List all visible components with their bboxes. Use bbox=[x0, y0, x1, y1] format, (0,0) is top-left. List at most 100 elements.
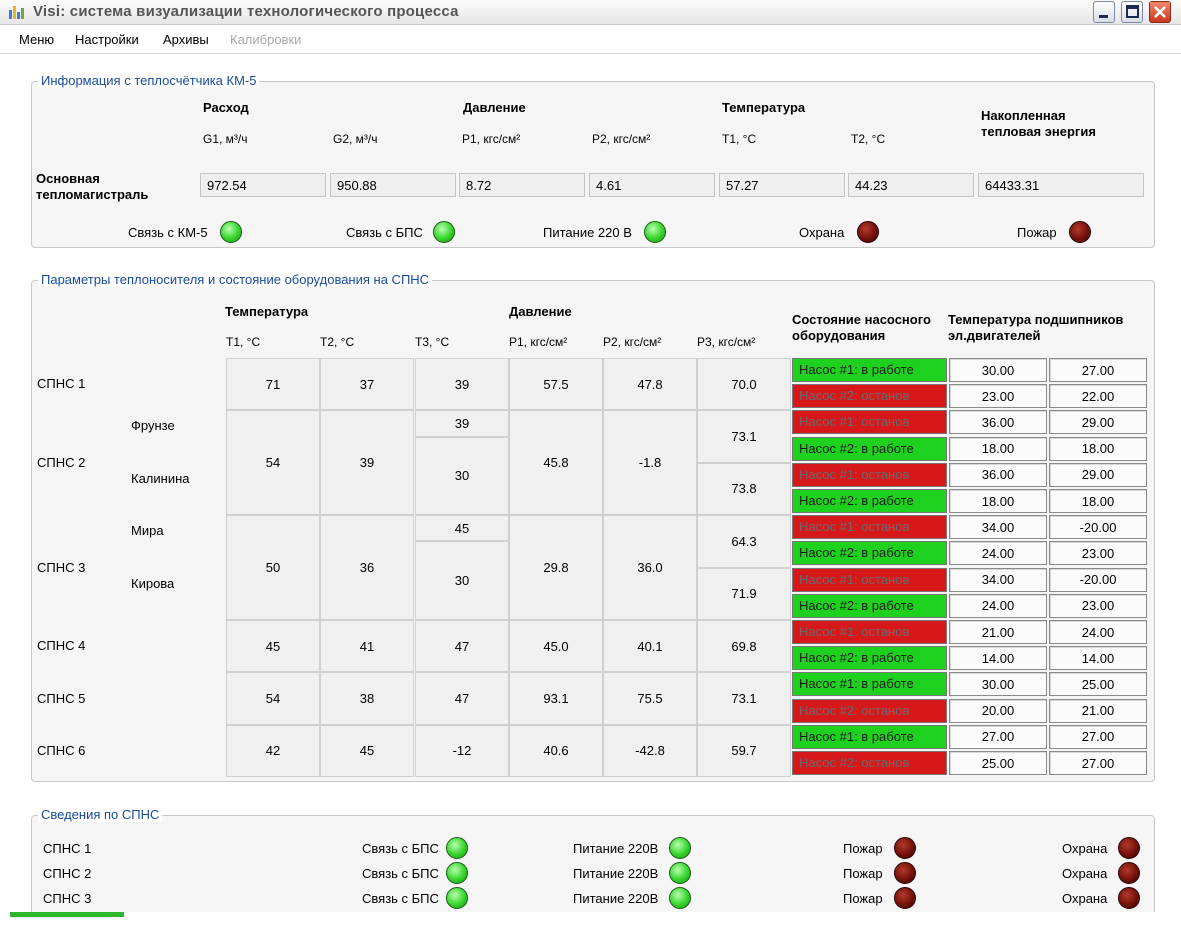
title-bar: Visi: система визуализации технологическ… bbox=[0, 0, 1181, 25]
fire-indicator-icon bbox=[1069, 221, 1091, 243]
spns-p3-cell: 71.9 bbox=[697, 567, 791, 620]
link-km5-indicator-icon bbox=[220, 221, 242, 243]
spns-p3-cell: 59.7 bbox=[697, 724, 791, 778]
spns-t3-cell: 39 bbox=[415, 410, 509, 437]
link-bps-indicator-icon bbox=[446, 887, 468, 909]
status-station-name: СПНС 2 bbox=[43, 866, 92, 881]
spns-header-bearing-temp: эл.двигателей bbox=[948, 328, 1041, 343]
spns-t2-cell: 38 bbox=[320, 672, 414, 725]
power-220-indicator-icon bbox=[644, 221, 666, 243]
km5-column-header: T1, °С bbox=[722, 132, 757, 146]
power-220-label: Питание 220 В bbox=[543, 225, 632, 240]
km5-group bbox=[31, 81, 1155, 248]
spns-t3-cell: 47 bbox=[415, 672, 509, 725]
spns-p2-cell: 47.8 bbox=[603, 358, 697, 411]
km5-header-energy: Накопленная bbox=[981, 108, 1066, 123]
power-220-indicator-icon bbox=[669, 862, 691, 884]
km5-value-field: 64433.31 bbox=[978, 173, 1144, 197]
bearing-temp-field: -20.00 bbox=[1049, 567, 1147, 592]
pump-status-indicator: Насос #1: останов bbox=[792, 515, 947, 540]
spns-t3-cell: 30 bbox=[415, 436, 509, 516]
spns-p2-cell: -42.8 bbox=[603, 724, 697, 778]
spns-t3-cell: 30 bbox=[415, 541, 509, 620]
bearing-temp-field: 21.00 bbox=[1049, 698, 1147, 723]
pump-status-indicator: Насос #1: в работе bbox=[792, 358, 947, 382]
bearing-temp-field: 14.00 bbox=[949, 646, 1047, 671]
bearing-temp-field: 27.00 bbox=[1049, 751, 1147, 775]
spns-t2-cell: 45 bbox=[320, 724, 414, 778]
link-bps-label: Связь с БПС bbox=[362, 891, 439, 906]
pump-status-indicator: Насос #1: останов bbox=[792, 410, 947, 435]
pump-status-indicator: Насос #2: в работе bbox=[792, 489, 947, 513]
link-km5-label: Связь с КМ-5 bbox=[128, 225, 208, 240]
bearing-temp-field: 36.00 bbox=[949, 410, 1047, 435]
spns-p3-cell: 64.3 bbox=[697, 515, 791, 568]
menu-settings[interactable]: Настройки bbox=[75, 32, 139, 47]
pump-status-indicator: Насос #2: останов bbox=[792, 698, 947, 723]
spns-p3-cell: 73.1 bbox=[697, 410, 791, 463]
pump-status-indicator: Насос #1: останов bbox=[792, 620, 947, 644]
menu-main[interactable]: Меню bbox=[19, 32, 55, 47]
substation-name: Кирова bbox=[131, 575, 175, 591]
pump-status-indicator: Насос #2: останов bbox=[792, 384, 947, 409]
spns-p3-cell: 73.1 bbox=[697, 672, 791, 725]
spns-p1-cell: 93.1 bbox=[509, 672, 603, 725]
menu-calibrations[interactable]: Калибровки bbox=[230, 32, 302, 47]
spns-header-pump-state: оборудования bbox=[792, 328, 886, 343]
link-bps-indicator-icon bbox=[433, 221, 455, 243]
bearing-temp-field: 29.00 bbox=[1049, 410, 1147, 435]
substation-name: Калинина bbox=[131, 470, 190, 486]
bearing-temp-field: 23.00 bbox=[949, 384, 1047, 409]
link-bps-indicator-icon bbox=[446, 862, 468, 884]
security-label: Охрана bbox=[799, 225, 845, 240]
fire-indicator-icon bbox=[894, 862, 916, 884]
km5-value-field: 57.27 bbox=[719, 173, 845, 197]
spns-t1-cell: 71 bbox=[226, 358, 320, 411]
km5-column-header: P1, кгс/см² bbox=[462, 132, 521, 146]
maximize-button[interactable] bbox=[1121, 1, 1143, 23]
security-label: Охрана bbox=[1062, 866, 1108, 881]
spns-t3-cell: -12 bbox=[415, 724, 509, 778]
spns-p1-cell: 45.8 bbox=[509, 410, 603, 516]
link-bps-indicator-icon bbox=[446, 837, 468, 859]
close-button[interactable] bbox=[1149, 1, 1171, 23]
spns-t2-cell: 41 bbox=[320, 620, 414, 673]
station-name: СПНС 6 bbox=[37, 743, 86, 758]
security-label: Охрана bbox=[1062, 841, 1108, 856]
spns-p1-cell: 45.0 bbox=[509, 620, 603, 673]
spns-p2-cell: 40.1 bbox=[603, 620, 697, 673]
km5-column-header: G1, м³/ч bbox=[203, 132, 248, 146]
bearing-temp-field: 24.00 bbox=[949, 593, 1047, 618]
security-indicator-icon bbox=[1118, 887, 1140, 909]
fire-label: Пожар bbox=[843, 866, 883, 881]
power-220-label: Питание 220В bbox=[573, 866, 659, 881]
km5-value-field: 950.88 bbox=[330, 173, 456, 197]
pump-status-indicator: Насос #1: останов bbox=[792, 462, 947, 487]
spns-column-header: T2, °С bbox=[320, 335, 355, 349]
menu-archives[interactable]: Архивы bbox=[163, 32, 209, 47]
pump-status-indicator: Насос #2: в работе bbox=[792, 646, 947, 671]
km5-value-field: 44.23 bbox=[848, 173, 974, 197]
spns-p2-cell: 36.0 bbox=[603, 515, 697, 620]
km5-column-header: P2, кгс/см² bbox=[592, 132, 651, 146]
status-station-name: СПНС 3 bbox=[43, 891, 92, 906]
bearing-temp-field: 23.00 bbox=[1049, 541, 1147, 566]
maximize-icon bbox=[1126, 5, 1139, 18]
bearing-temp-field: 27.00 bbox=[949, 724, 1047, 749]
spns-t1-cell: 42 bbox=[226, 724, 320, 778]
spns-t2-cell: 37 bbox=[320, 358, 414, 411]
bearing-temp-field: -20.00 bbox=[1049, 515, 1147, 540]
bearing-temp-field: 21.00 bbox=[949, 620, 1047, 644]
status-station-name: СПНС 1 bbox=[43, 841, 92, 856]
spns-header-bearing-temp: Температура подшипников bbox=[948, 312, 1124, 327]
minimize-button[interactable] bbox=[1093, 1, 1115, 23]
station-name: СПНС 1 bbox=[37, 376, 86, 392]
link-bps-label: Связь с БПС bbox=[362, 841, 439, 856]
pump-status-indicator: Насос #1: в работе bbox=[792, 672, 947, 697]
spns-column-header: P2, кгс/см² bbox=[603, 335, 662, 349]
spns-p3-cell: 73.8 bbox=[697, 462, 791, 516]
power-220-label: Питание 220В bbox=[573, 841, 659, 856]
fire-indicator-icon bbox=[894, 837, 916, 859]
spns-group-title: Параметры теплоносителя и состояние обор… bbox=[38, 272, 433, 287]
